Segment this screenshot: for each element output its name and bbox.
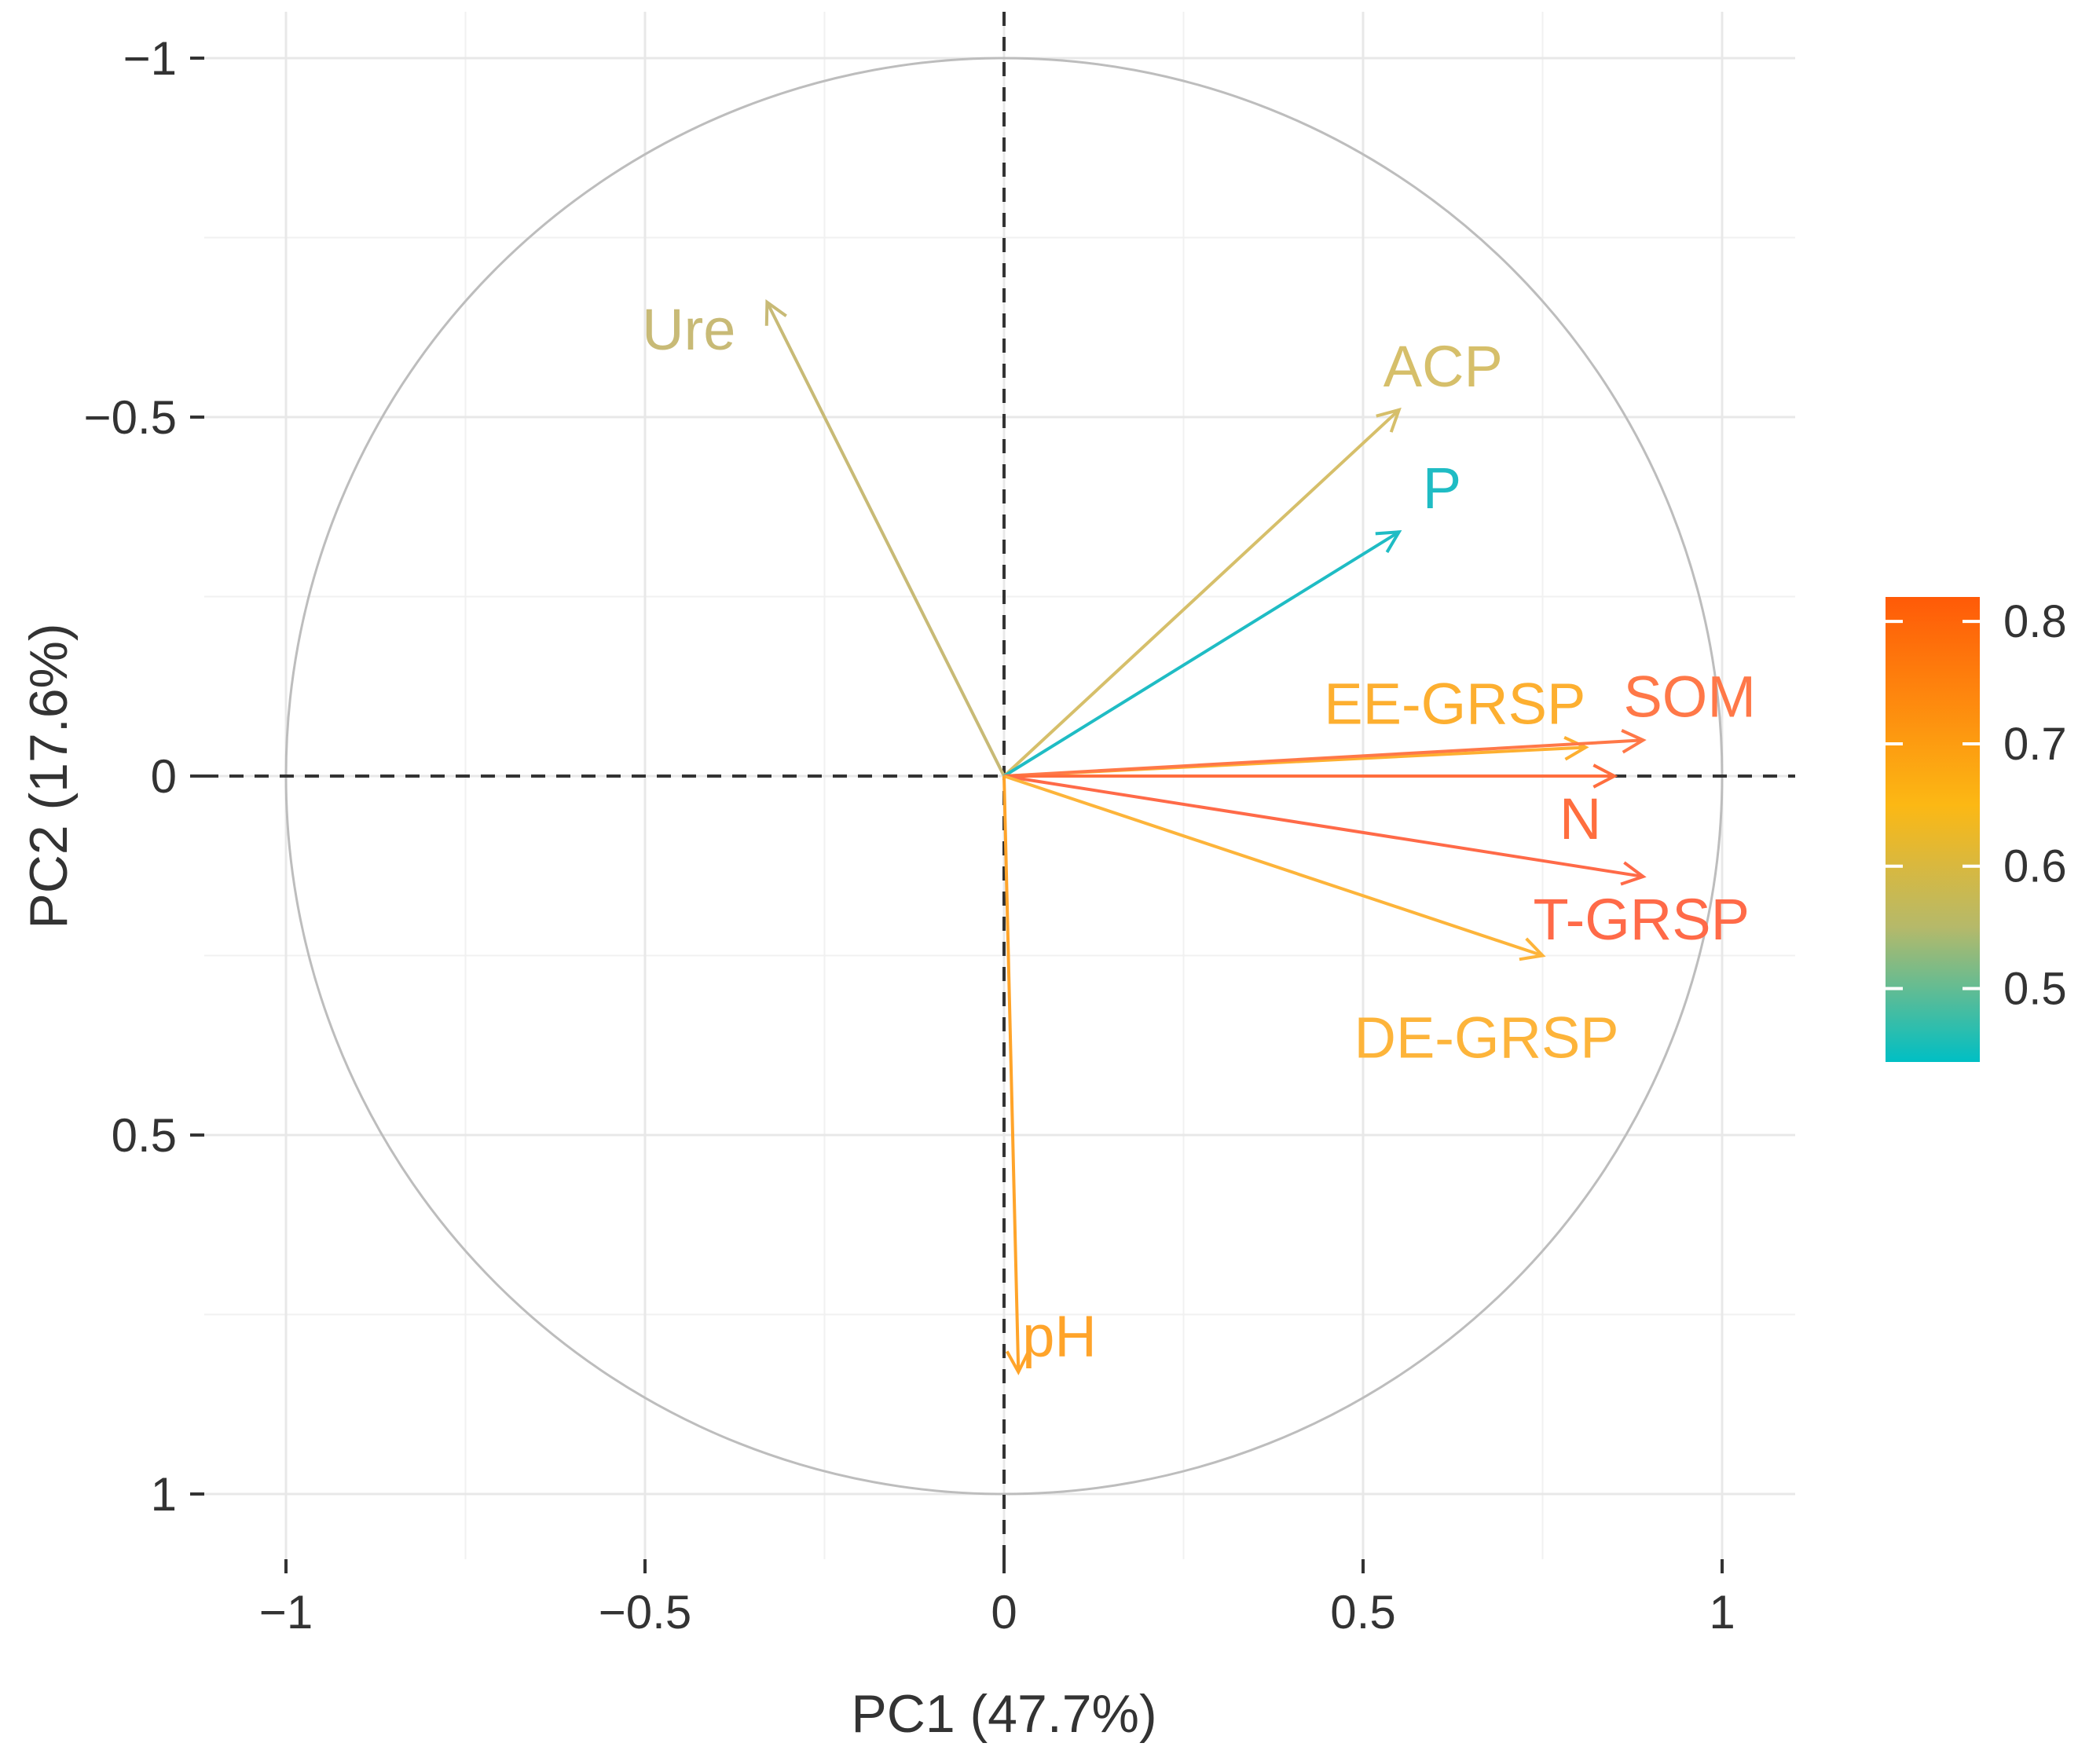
y-tick-label: 0.5 <box>112 1109 177 1162</box>
x-tick-label: 1 <box>1709 1586 1735 1639</box>
arrow-som <box>1003 729 1647 778</box>
y-tick-label: 0 <box>151 750 177 803</box>
arrow-ure <box>764 298 1006 777</box>
variable-label: EE-GRSP <box>1324 671 1585 736</box>
arrow-head <box>1592 763 1618 789</box>
colorbar-tick-label: 0.8 <box>2003 596 2067 647</box>
arrow-shaft <box>1003 738 1644 778</box>
variable-label: pH <box>1022 1304 1097 1369</box>
variable-label: T-GRSP <box>1533 887 1749 952</box>
colorbar-tick-label: 0.7 <box>2003 719 2067 770</box>
arrow-ph <box>1002 775 1031 1375</box>
arrow-head <box>1620 861 1647 886</box>
arrow-p <box>1002 529 1402 778</box>
colorbar-tick-label: 0.6 <box>2003 841 2067 892</box>
variable-label: DE-GRSP <box>1354 1005 1619 1071</box>
color-legend: 0.5 0.6 0.7 0.8 <box>1886 596 2067 1062</box>
arrow-shaft <box>1003 774 1544 958</box>
colorbar-gradient <box>1886 597 1980 1062</box>
reference-lines <box>204 12 1795 1559</box>
y-tick-label: −1 <box>123 32 177 85</box>
arrow-head <box>1005 1349 1031 1375</box>
variable-label: P <box>1423 456 1461 521</box>
arrow-acp <box>1002 407 1402 778</box>
y-tick-label: 1 <box>151 1468 177 1521</box>
colorbar-tick-label: 0.5 <box>2003 964 2067 1015</box>
arrow-de-grsp <box>1003 774 1546 961</box>
arrow-head <box>1563 736 1589 761</box>
arrow-shaft <box>1002 408 1401 778</box>
arrow-t-grsp <box>1003 774 1647 886</box>
x-axis: −1 −0.5 0 0.5 1 <box>259 1559 1735 1639</box>
variable-label: N <box>1559 786 1601 851</box>
y-axis-title: PC2 (17.6%) <box>19 623 79 928</box>
arrow-head <box>1376 407 1402 433</box>
arrow-head <box>1375 529 1402 554</box>
x-tick-label: 0 <box>991 1586 1017 1639</box>
arrow-shaft <box>1002 775 1021 1372</box>
arrow-head <box>1519 937 1546 961</box>
variable-label: SOM <box>1623 664 1756 729</box>
arrow-shaft <box>1002 530 1400 778</box>
grid <box>204 12 1795 1559</box>
arrow-head <box>764 298 787 326</box>
variable-label: Ure <box>642 297 735 362</box>
y-axis: −1 −0.5 0 0.5 1 <box>84 32 204 1521</box>
x-tick-label: 0.5 <box>1330 1586 1395 1639</box>
variable-labels: Ure ACP P EE-GRSP SOM N T-GRSP DE-GRSP pH <box>642 297 1756 1369</box>
arrow-head <box>1621 729 1647 754</box>
variable-label: ACP <box>1384 334 1503 399</box>
arrow-shaft <box>765 301 1006 777</box>
y-tick-label: −0.5 <box>84 391 177 444</box>
arrow-n <box>1004 763 1618 789</box>
x-tick-label: −1 <box>259 1586 313 1639</box>
x-tick-label: −0.5 <box>599 1586 691 1639</box>
x-axis-title: PC1 (47.7%) <box>851 1684 1156 1744</box>
variable-arrows <box>764 298 1647 1375</box>
arrow-shaft <box>1003 774 1644 878</box>
